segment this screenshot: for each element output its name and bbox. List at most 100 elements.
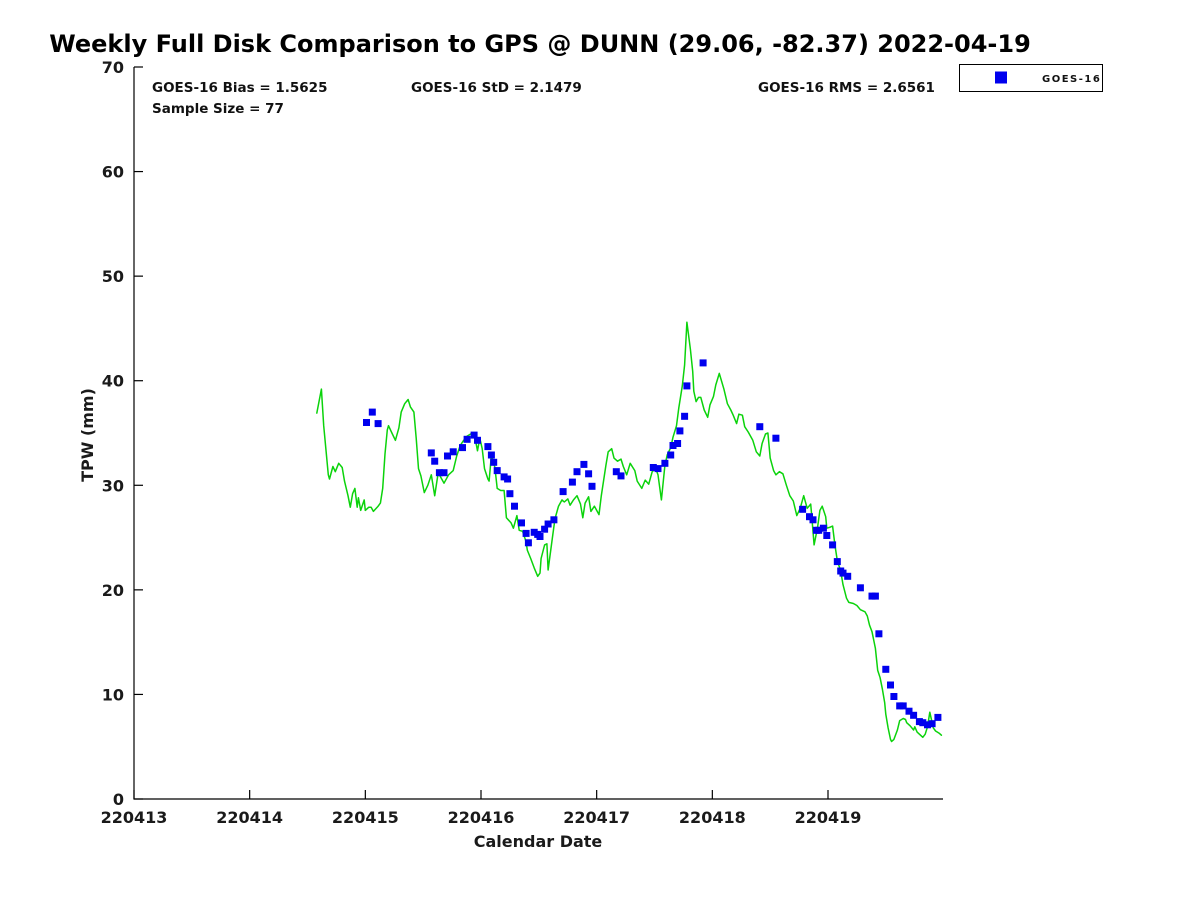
goes16-marker bbox=[580, 460, 588, 468]
goes16-marker bbox=[649, 464, 657, 471]
goes16-marker bbox=[435, 469, 443, 477]
goes16-marker bbox=[544, 520, 552, 528]
y-tick-label: 60 bbox=[102, 163, 124, 182]
goes16-marker bbox=[669, 442, 677, 449]
x-tick-label: 220413 bbox=[101, 808, 168, 827]
goes16-marker bbox=[674, 440, 682, 447]
goes16-marker bbox=[823, 532, 831, 539]
goes16-marker bbox=[444, 452, 451, 460]
goes16-marker bbox=[617, 472, 625, 480]
goes16-marker bbox=[363, 419, 370, 426]
goes16-marker bbox=[541, 525, 549, 533]
stat-std: GOES-16 StD = 2.1479 bbox=[411, 80, 582, 96]
gps-line bbox=[316, 321, 943, 743]
x-tick-label: 220417 bbox=[563, 808, 630, 827]
goes16-marker bbox=[573, 468, 581, 476]
axis-lines bbox=[133, 67, 943, 800]
goes16-marker bbox=[839, 569, 847, 577]
legend-label: GOES-16 bbox=[1042, 74, 1101, 85]
goes16-marker bbox=[905, 707, 913, 715]
y-tick-label: 10 bbox=[102, 685, 124, 704]
goes16-marker bbox=[871, 592, 879, 600]
goes16-marker bbox=[470, 431, 478, 439]
goes16-marker bbox=[487, 451, 495, 459]
goes16-marker bbox=[890, 693, 898, 700]
goes16-marker bbox=[844, 572, 852, 580]
goes16-marker bbox=[463, 435, 471, 443]
chart-title: Weekly Full Disk Comparison to GPS @ DUN… bbox=[49, 30, 1031, 58]
goes16-marker bbox=[440, 469, 448, 477]
goes16-marker bbox=[667, 451, 675, 459]
goes16-marker bbox=[490, 458, 498, 466]
goes16-marker bbox=[536, 533, 544, 540]
y-tick-label: 0 bbox=[113, 790, 124, 809]
goes16-marker bbox=[676, 427, 684, 435]
y-tick-label: 20 bbox=[102, 581, 124, 600]
x-tick-label: 220419 bbox=[795, 808, 862, 827]
goes16-marker bbox=[588, 482, 596, 490]
goes16-marker bbox=[799, 505, 807, 513]
goes16-marker bbox=[683, 382, 691, 390]
x-tick-label: 220414 bbox=[216, 808, 283, 827]
goes16-marker bbox=[374, 420, 382, 428]
y-tick-label: 40 bbox=[102, 372, 124, 391]
goes16-marker bbox=[934, 713, 942, 721]
x-axis-title: Calendar Date bbox=[474, 832, 603, 851]
goes16-marker bbox=[612, 468, 620, 476]
x-tick-label: 220418 bbox=[679, 808, 746, 827]
goes16-marker bbox=[756, 423, 764, 431]
goes16-marker bbox=[910, 711, 918, 719]
goes16-marker bbox=[899, 702, 907, 710]
goes16-marker bbox=[484, 443, 492, 451]
legend-square-marker-icon bbox=[995, 71, 1007, 84]
goes16-marker bbox=[431, 457, 439, 465]
axes: 0 10 20 30 40 50 60 70 220413 220414 220415 220416 2… bbox=[101, 58, 943, 827]
x-tick-label: 220416 bbox=[448, 808, 515, 827]
goes16-marker bbox=[449, 448, 457, 456]
goes16-marker bbox=[681, 412, 689, 420]
y-tick-label: 50 bbox=[102, 267, 124, 286]
goes16-marker bbox=[368, 408, 376, 416]
goes16-marker bbox=[654, 465, 662, 473]
goes16-marker bbox=[829, 541, 837, 549]
goes16-marker bbox=[585, 470, 593, 478]
y-tick-label: 70 bbox=[102, 58, 124, 77]
goes16-marker bbox=[427, 449, 435, 457]
stat-bias: GOES-16 Bias = 1.5625 bbox=[152, 80, 327, 96]
goes16-marker bbox=[511, 502, 518, 510]
goes16-marker bbox=[924, 721, 931, 729]
goes16-marker bbox=[809, 516, 817, 524]
stat-sample-size: Sample Size = 77 bbox=[152, 101, 284, 117]
goes16-marker bbox=[550, 516, 558, 524]
goes16-marker bbox=[819, 524, 827, 532]
goes16-marker bbox=[856, 584, 864, 592]
goes16-marker bbox=[928, 720, 936, 728]
goes16-marker bbox=[661, 459, 669, 467]
y-tick-label: 30 bbox=[102, 476, 124, 495]
legend-box bbox=[959, 64, 1103, 92]
goes16-marker bbox=[522, 529, 530, 537]
data-series bbox=[316, 321, 943, 743]
stat-rms: GOES-16 RMS = 2.6561 bbox=[758, 80, 935, 96]
goes16-marker bbox=[524, 539, 532, 547]
goes16-marker bbox=[568, 478, 576, 486]
goes16-marker bbox=[772, 434, 780, 442]
legend: GOES-16 bbox=[959, 64, 1103, 92]
goes16-marker bbox=[699, 359, 707, 367]
x-tick-label: 220415 bbox=[332, 808, 399, 827]
goes16-marker bbox=[833, 558, 841, 566]
goes16-marker bbox=[919, 719, 927, 727]
goes16-marker bbox=[459, 444, 466, 452]
goes16-marker bbox=[506, 490, 514, 498]
goes16-marker bbox=[518, 519, 525, 527]
goes16-marker bbox=[504, 475, 512, 483]
goes16-marker bbox=[882, 665, 890, 673]
goes16-marker bbox=[815, 526, 823, 534]
goes16-marker bbox=[887, 681, 894, 689]
y-axis-title: TPW (mm) bbox=[78, 388, 97, 482]
goes16-marker bbox=[493, 467, 501, 475]
goes16-marker bbox=[559, 488, 567, 496]
goes16-marker bbox=[474, 436, 481, 444]
